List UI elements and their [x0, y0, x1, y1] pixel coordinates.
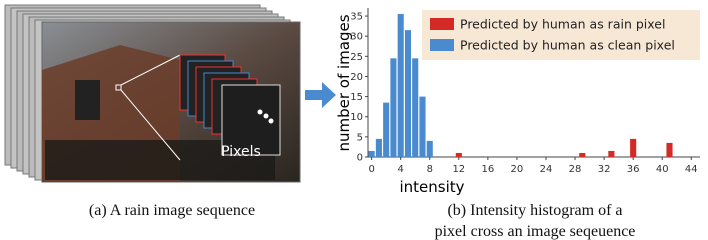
y-tick-label: 25 [350, 52, 363, 63]
y-tick-label: 0 [357, 153, 363, 164]
y-tick-label: 30 [350, 32, 363, 43]
x-tick-label: 36 [627, 164, 640, 175]
bar [426, 140, 433, 157]
bar [630, 138, 637, 157]
bar [383, 102, 390, 157]
x-tick-label: 4 [398, 164, 404, 175]
y-axis-title: number of images [335, 14, 353, 151]
legend-swatch [430, 39, 454, 51]
x-tick-label: 12 [452, 164, 465, 175]
x-tick-label: 8 [427, 164, 433, 175]
bar [397, 14, 404, 157]
x-tick-label: 28 [569, 164, 582, 175]
y-tick-label: 20 [350, 72, 363, 83]
x-tick-label: 32 [598, 164, 611, 175]
bar [404, 30, 412, 157]
x-axis-title: intensity [399, 178, 464, 196]
pixels-label: Pixels [221, 144, 261, 160]
y-tick-label: 5 [357, 132, 363, 143]
x-tick-label: 24 [540, 164, 553, 175]
bar [579, 152, 586, 157]
caption-b: pixel cross an image seqeuence [435, 223, 636, 240]
bar [419, 96, 426, 157]
caption-a: (a) A rain image sequence [89, 202, 255, 219]
x-tick-label: 16 [482, 164, 495, 175]
x-tick-label: 44 [685, 164, 698, 175]
x-tick-label: 20 [511, 164, 524, 175]
bar [455, 152, 462, 157]
y-tick-label: 35 [350, 12, 363, 23]
x-tick-label: 40 [656, 164, 669, 175]
y-tick-label: 10 [350, 112, 363, 123]
legend-swatch [430, 18, 454, 30]
bar [412, 58, 419, 157]
bar [666, 142, 673, 157]
image-sequence: Pixels [4, 4, 301, 183]
bar [375, 138, 382, 157]
bar [608, 150, 615, 157]
bar [390, 58, 397, 157]
y-tick-label: 15 [350, 92, 363, 103]
arrow [305, 82, 336, 108]
caption-b: (b) Intensity histogram of a [447, 202, 622, 219]
legend-box [422, 10, 700, 60]
x-tick-label: 0 [368, 164, 374, 175]
legend-label: Predicted by human as clean pixel [460, 38, 675, 53]
bar [368, 150, 375, 157]
legend-label: Predicted by human as rain pixel [460, 17, 665, 32]
